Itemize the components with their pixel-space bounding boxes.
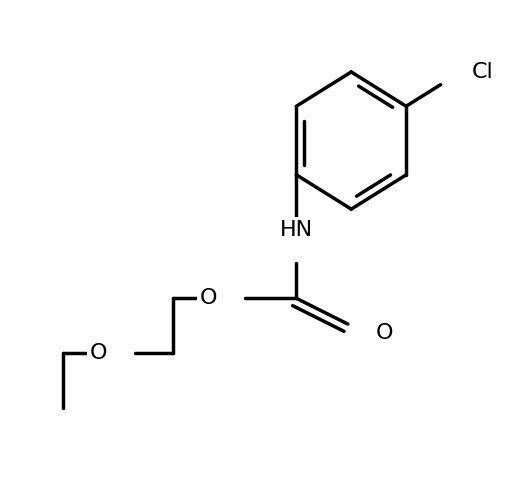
Text: O: O <box>90 343 108 363</box>
Text: Cl: Cl <box>472 62 493 82</box>
Text: HN: HN <box>280 220 313 240</box>
Text: O: O <box>200 288 218 308</box>
Text: O: O <box>375 323 393 343</box>
